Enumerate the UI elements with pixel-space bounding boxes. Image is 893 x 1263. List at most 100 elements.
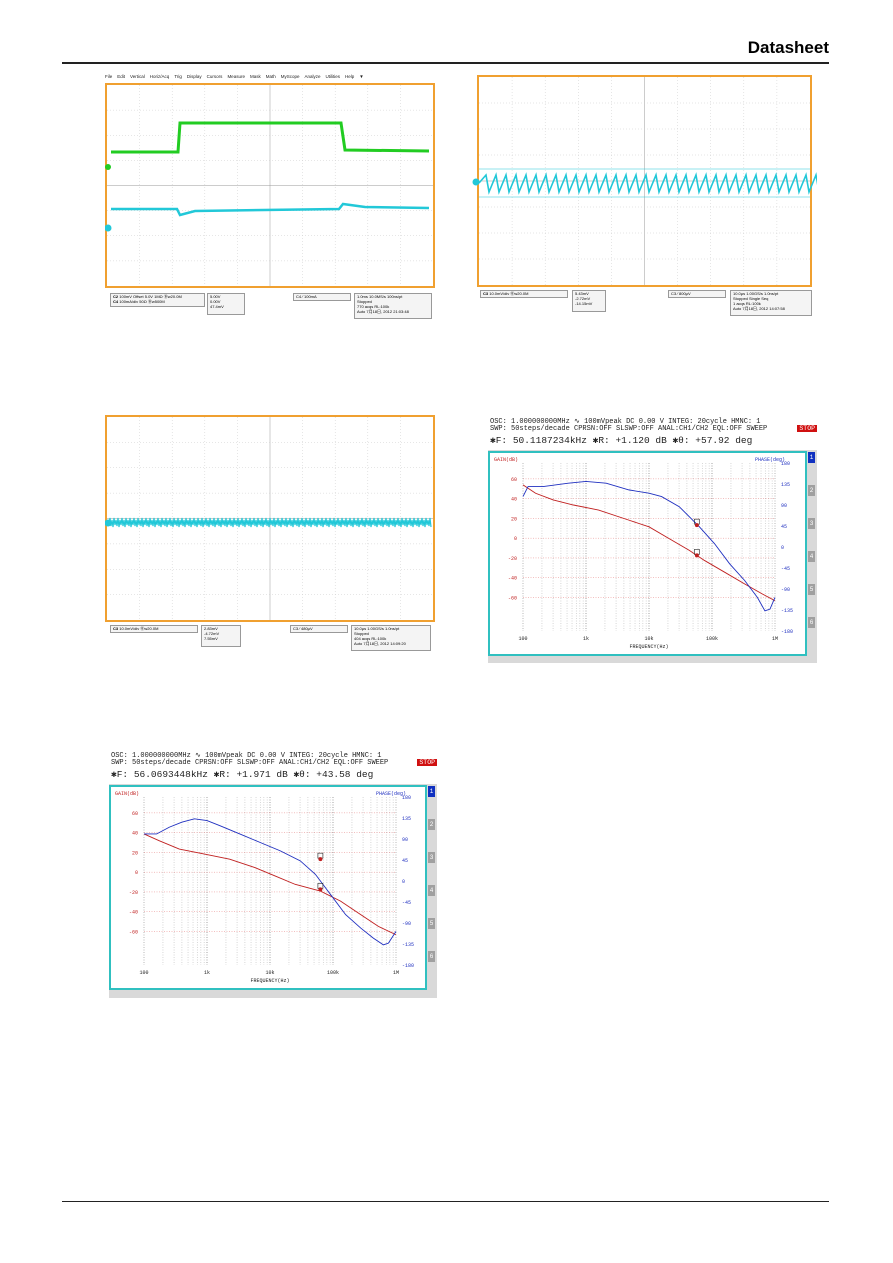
menu-item[interactable]: Trig (174, 74, 182, 79)
x-axis-label: FREQUENCY(Hz) (629, 644, 668, 650)
phase-tick-label: 90 (402, 837, 408, 843)
gain-curve (522, 484, 776, 602)
scope-waveforms (105, 85, 433, 286)
marker-readout: ✱F: 56.0693448kHz ✱R: +1.971 dB ✱θ: +43.… (111, 769, 374, 780)
x-axis-label: FREQUENCY(Hz) (250, 978, 289, 984)
gain-axis-label: GAIN(dB) (115, 791, 139, 797)
gain-curve (143, 833, 397, 936)
ch3-marker (105, 519, 112, 527)
gain-tick-label: 40 (511, 497, 517, 503)
fra-status-area: OSC: 1.000000000MHz ∿ 100mVpeak DC 0.00 … (488, 416, 817, 450)
phase-tick-label: 45 (402, 858, 408, 864)
fra-page-tab[interactable]: 3 (428, 852, 435, 863)
x-tick-label: 100 (139, 970, 148, 976)
phase-tick-label: 0 (781, 545, 784, 551)
marker-point (694, 553, 699, 558)
trigger-box: C3 ∕ 480μV (290, 625, 348, 633)
menu-item[interactable]: File (105, 74, 113, 79)
bode-plot: 60 40 20 0 -20 -40 -60 180 135 90 45 0 -45 -90 -135 -18… (115, 791, 414, 984)
phase-tick-label: -45 (402, 900, 411, 906)
measurement-box: 5.43mV -2.72mV -14.15mV (572, 290, 606, 312)
measurement-box: 5.00V 0.00V 47.4mV (207, 293, 245, 315)
phase-tick-label: -135 (402, 942, 414, 948)
phase-tick-label: 0 (402, 879, 405, 885)
footer-rule (62, 1201, 829, 1202)
menu-item[interactable]: Math (265, 74, 276, 79)
ch3-marker (472, 178, 480, 186)
scope-screenshot-1: File Edit Vertical Horiz/Acq Trig Display Curs… (105, 73, 435, 328)
phase-tick-label: -90 (402, 921, 411, 927)
ch4-marker (105, 224, 112, 232)
marker-point (318, 857, 323, 862)
phase-tick-label: -180 (781, 629, 793, 635)
fra-page-tab[interactable]: 4 (428, 885, 435, 896)
gain-tick-label: 60 (132, 811, 138, 817)
fra-page-tab[interactable]: 5 (808, 584, 815, 595)
gain-tick-label: -60 (129, 929, 138, 935)
timebase-box: 10.0μs 1.00GS/s 1.0ns/pt Stopped 404 acqs … (351, 625, 431, 651)
menu-item[interactable]: Horiz/Acq (149, 74, 170, 79)
phase-tick-label: 180 (402, 795, 411, 801)
phase-curve (144, 818, 397, 946)
ch2-marker (105, 164, 111, 170)
sweep-settings-line: SWP: 50steps/decade CPRSN:OFF SLSWP:OFF … (111, 759, 389, 767)
timebase-box: 10.0μs 1.00GS/s 1.0ns/pt Stopped Single S… (730, 290, 812, 316)
menu-item[interactable]: Vertical (130, 74, 145, 79)
gain-tick-label: 0 (135, 870, 138, 876)
scope-waveforms (472, 77, 817, 285)
phase-tick-label: -45 (781, 566, 790, 572)
ch-info-box: C3 10.0mV/div Ⓑw20.0M (480, 290, 568, 298)
menu-item[interactable]: Utilities (325, 74, 341, 79)
x-tick-label: 100 (518, 636, 527, 642)
phase-tick-label: 180 (781, 461, 790, 467)
fra-page-tab[interactable]: 3 (808, 518, 815, 529)
fra-page-tab[interactable]: 5 (428, 918, 435, 929)
fra-status-area: OSC: 1.000000000MHz ∿ 100mVpeak DC 0.00 … (109, 750, 437, 784)
menu-item[interactable]: Mask (249, 74, 261, 79)
menu-item[interactable]: Cursors (206, 74, 223, 79)
phase-curve (522, 481, 776, 612)
scope-menu-bar: File Edit Vertical Horiz/Acq Trig Display Curs… (105, 73, 435, 81)
fra-page-tab[interactable]: 4 (808, 551, 815, 562)
gain-tick-label: -20 (129, 890, 138, 896)
menu-item[interactable]: Analyze (304, 74, 321, 79)
fra-page-tab[interactable]: 2 (428, 819, 435, 830)
gain-tick-label: 20 (132, 850, 138, 856)
phase-tick-label: 45 (781, 524, 787, 530)
menu-item[interactable]: MyScope (280, 74, 300, 79)
phase-tick-label: -135 (781, 608, 793, 614)
gain-axis-label: GAIN(dB) (494, 457, 518, 463)
x-tick-label: 100k (327, 970, 339, 976)
marker-readout: ✱F: 50.1187234kHz ✱R: +1.120 dB ✱θ: +57.… (490, 435, 753, 446)
menu-item[interactable]: Measure (227, 74, 245, 79)
scope-screenshot-2: C3 10.0mV/div Ⓑw20.0M 5.43mV -2.72mV -14.1… (472, 75, 817, 325)
stop-badge: STOP (417, 759, 437, 766)
phase-tick-label: -90 (781, 587, 790, 593)
menu-item[interactable]: Display (186, 74, 202, 79)
timebase-box: 1.0ms 10.0MS/s 100ns/pt Stopped 770 acqs R… (354, 293, 432, 319)
gain-tick-label: 0 (514, 536, 517, 542)
green-trace (111, 121, 430, 154)
trigger-box: C4 ∕ 100mA (293, 293, 351, 301)
menu-item[interactable]: ▼ (359, 74, 364, 79)
fra-page-tab[interactable]: 2 (808, 485, 815, 496)
fra-page-tab[interactable]: 6 (428, 951, 435, 962)
bode-plot: 60 40 20 0 -20 -40 -60 180 135 90 45 0 -45 -90 -135 -18… (494, 457, 793, 650)
menu-item[interactable]: Help (345, 74, 355, 79)
header-rule (62, 62, 829, 64)
x-tick-label: 10k (644, 636, 653, 642)
menu-item[interactable]: Edit (117, 74, 126, 79)
measurement-box: 2.83mV -4.72mV 7.55mV (201, 625, 241, 647)
scope-screenshot-3: C3 10.0mV/div Ⓑw20.0M 2.83mV -4.72mV 7.55m… (105, 415, 435, 660)
fra-page-tab[interactable]: 1 (428, 786, 435, 797)
gain-tick-label: 20 (511, 516, 517, 522)
fra-screenshot-2: OSC: 1.000000000MHz ∿ 100mVpeak DC 0.00 … (109, 750, 437, 998)
osc-settings-line: OSC: 1.000000000MHz ∿ 100mVpeak DC 0.00 … (490, 418, 761, 426)
ch-info-box: C2 100mV Offset 5.0V 1MΩ Ⓑw20.0M C4 100m… (110, 293, 205, 307)
phase-tick-label: 135 (781, 482, 790, 488)
fra-page-tab[interactable]: 6 (808, 617, 815, 628)
x-tick-label: 1M (772, 636, 778, 642)
marker-point (318, 887, 323, 892)
fra-page-tab[interactable]: 1 (808, 452, 815, 463)
scope-waveforms (105, 417, 433, 620)
